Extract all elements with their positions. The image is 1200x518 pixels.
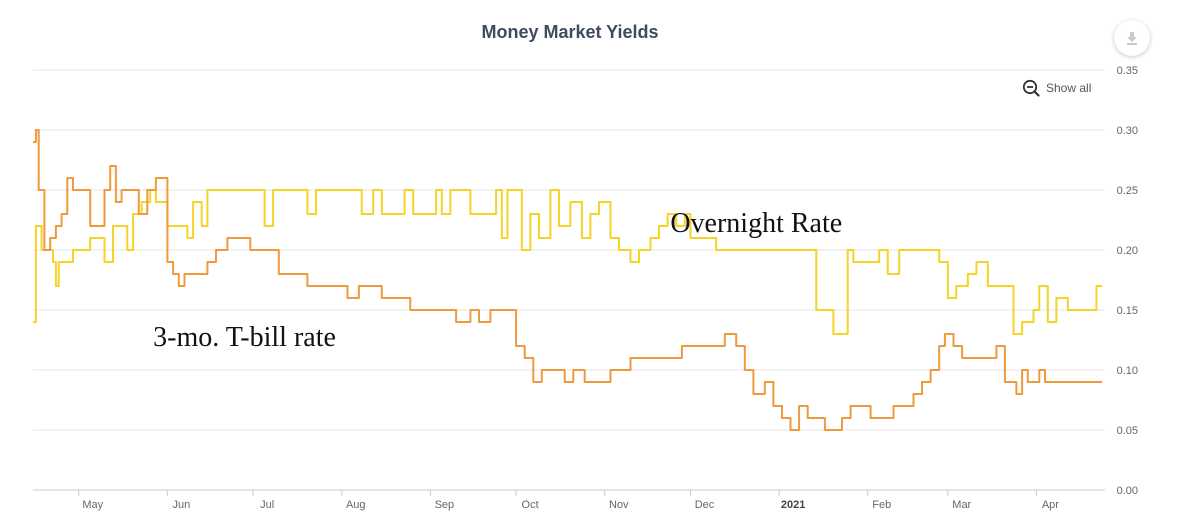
y-tick-label: 0.25 (1117, 185, 1138, 197)
annotation-tbill: 3-mo. T-bill rate (153, 322, 336, 353)
x-tick-label: Apr (1042, 499, 1059, 511)
download-icon (1127, 32, 1137, 45)
x-tick-label: Feb (872, 499, 891, 511)
download-button[interactable] (1114, 20, 1150, 56)
x-tick-label: Sep (435, 499, 455, 511)
show-all-label: Show all (1046, 81, 1092, 95)
x-tick-label: Jul (260, 499, 274, 511)
y-tick-label: 0.20 (1117, 245, 1138, 257)
series-line-tbill (33, 129, 1103, 431)
x-tick-label: May (82, 499, 103, 511)
x-tick-label: Aug (346, 499, 366, 511)
y-tick-label: 0.35 (1117, 65, 1138, 77)
x-tick-label: Nov (609, 499, 629, 511)
y-tick-label: 0.05 (1117, 425, 1138, 437)
zoom-out-icon (1022, 79, 1040, 97)
series-line-overnight (33, 189, 1103, 335)
x-tick-label: Oct (522, 499, 539, 511)
y-tick-label: 0.10 (1117, 365, 1138, 377)
chart-title: Money Market Yields (481, 22, 659, 42)
y-tick-label: 0.15 (1117, 305, 1138, 317)
x-tick-label: Mar (952, 499, 971, 511)
annotation-overnight: Overnight Rate (670, 208, 842, 239)
y-tick-label: 0.00 (1117, 485, 1138, 497)
x-tick-label: Dec (695, 499, 715, 511)
x-tick-label: 2021 (781, 499, 805, 511)
show-all-button[interactable]: Show all (1022, 78, 1091, 98)
x-tick-label: Jun (172, 499, 190, 511)
y-tick-label: 0.30 (1117, 125, 1138, 137)
